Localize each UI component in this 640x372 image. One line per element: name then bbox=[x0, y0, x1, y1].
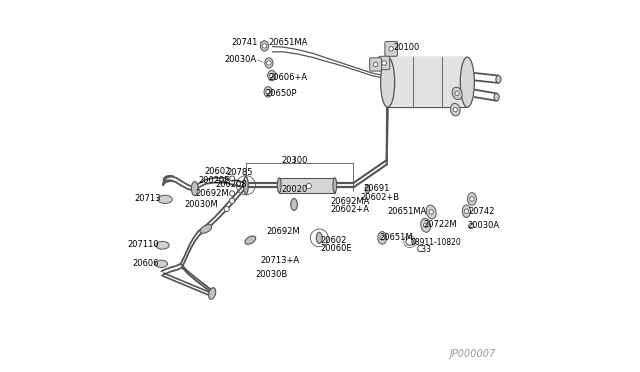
Circle shape bbox=[464, 209, 468, 214]
Circle shape bbox=[468, 224, 474, 229]
Circle shape bbox=[224, 206, 229, 212]
Text: 20651M: 20651M bbox=[380, 233, 413, 243]
Ellipse shape bbox=[265, 58, 273, 68]
Ellipse shape bbox=[494, 93, 499, 101]
Text: 20602: 20602 bbox=[204, 167, 230, 176]
Circle shape bbox=[269, 73, 274, 78]
Ellipse shape bbox=[155, 260, 168, 267]
Polygon shape bbox=[279, 178, 335, 193]
Ellipse shape bbox=[158, 195, 172, 203]
Ellipse shape bbox=[378, 232, 387, 244]
Circle shape bbox=[230, 198, 235, 203]
Text: 200208: 200208 bbox=[215, 180, 246, 189]
Ellipse shape bbox=[291, 199, 298, 211]
Ellipse shape bbox=[451, 103, 460, 116]
Text: 20651MA: 20651MA bbox=[387, 208, 427, 217]
FancyBboxPatch shape bbox=[378, 56, 390, 70]
Text: 20300: 20300 bbox=[282, 156, 308, 165]
Text: 20713: 20713 bbox=[134, 194, 161, 203]
Ellipse shape bbox=[209, 288, 216, 299]
Text: 20030B: 20030B bbox=[255, 270, 288, 279]
Ellipse shape bbox=[264, 87, 272, 97]
Text: 20602+B: 20602+B bbox=[360, 193, 399, 202]
Text: JP000007: JP000007 bbox=[450, 349, 496, 359]
Ellipse shape bbox=[200, 225, 212, 233]
Text: 20020: 20020 bbox=[282, 185, 308, 194]
FancyBboxPatch shape bbox=[385, 41, 397, 56]
Text: 20060E: 20060E bbox=[320, 244, 351, 253]
Circle shape bbox=[266, 90, 270, 94]
Ellipse shape bbox=[460, 57, 474, 107]
Ellipse shape bbox=[268, 70, 276, 81]
Ellipse shape bbox=[316, 232, 322, 243]
Ellipse shape bbox=[452, 87, 462, 99]
Text: 20692MA: 20692MA bbox=[330, 197, 370, 206]
Ellipse shape bbox=[243, 176, 248, 194]
Circle shape bbox=[455, 91, 460, 96]
Ellipse shape bbox=[420, 218, 431, 232]
Text: 20692M: 20692M bbox=[195, 189, 229, 198]
Circle shape bbox=[267, 61, 271, 65]
Text: 20606: 20606 bbox=[132, 259, 159, 268]
Polygon shape bbox=[388, 57, 467, 107]
Circle shape bbox=[230, 176, 235, 181]
Text: 20030A: 20030A bbox=[467, 221, 500, 230]
Text: 20602: 20602 bbox=[320, 235, 346, 245]
Circle shape bbox=[230, 191, 235, 196]
Text: 20651MA: 20651MA bbox=[268, 38, 307, 47]
Ellipse shape bbox=[156, 241, 169, 249]
Circle shape bbox=[380, 235, 385, 240]
Text: 20020E: 20020E bbox=[199, 176, 230, 185]
Text: 20100: 20100 bbox=[394, 43, 420, 52]
Circle shape bbox=[307, 183, 312, 189]
Circle shape bbox=[453, 108, 458, 112]
Ellipse shape bbox=[277, 178, 281, 193]
Text: 20602+A: 20602+A bbox=[330, 205, 369, 214]
Ellipse shape bbox=[381, 57, 395, 107]
Ellipse shape bbox=[191, 182, 198, 196]
Circle shape bbox=[406, 238, 413, 245]
Ellipse shape bbox=[462, 205, 470, 218]
Ellipse shape bbox=[496, 76, 501, 83]
Text: 20030M: 20030M bbox=[185, 200, 218, 209]
Text: 20650P: 20650P bbox=[265, 89, 297, 98]
Text: 207110: 207110 bbox=[127, 240, 159, 249]
Circle shape bbox=[429, 210, 433, 214]
Text: C33: C33 bbox=[417, 244, 432, 253]
Text: 20713+A: 20713+A bbox=[260, 256, 299, 264]
Circle shape bbox=[470, 197, 474, 201]
Text: 20741: 20741 bbox=[232, 38, 258, 47]
Text: 20785: 20785 bbox=[226, 168, 253, 177]
Text: 20606+A: 20606+A bbox=[269, 73, 308, 81]
Ellipse shape bbox=[365, 185, 370, 193]
Text: 20030A: 20030A bbox=[225, 55, 257, 64]
Circle shape bbox=[262, 44, 267, 48]
Ellipse shape bbox=[467, 193, 476, 205]
Text: 08911-10820: 08911-10820 bbox=[411, 238, 461, 247]
Ellipse shape bbox=[426, 205, 436, 219]
Text: 20692M: 20692M bbox=[267, 227, 300, 237]
Text: 20691: 20691 bbox=[364, 185, 390, 193]
Ellipse shape bbox=[333, 178, 337, 193]
Text: 20722M: 20722M bbox=[424, 221, 458, 230]
Circle shape bbox=[424, 223, 428, 228]
Ellipse shape bbox=[260, 41, 269, 51]
Circle shape bbox=[389, 46, 394, 51]
Text: 20742: 20742 bbox=[468, 208, 495, 217]
Circle shape bbox=[373, 62, 378, 67]
Circle shape bbox=[382, 61, 387, 65]
Ellipse shape bbox=[245, 236, 256, 244]
FancyBboxPatch shape bbox=[370, 58, 381, 71]
